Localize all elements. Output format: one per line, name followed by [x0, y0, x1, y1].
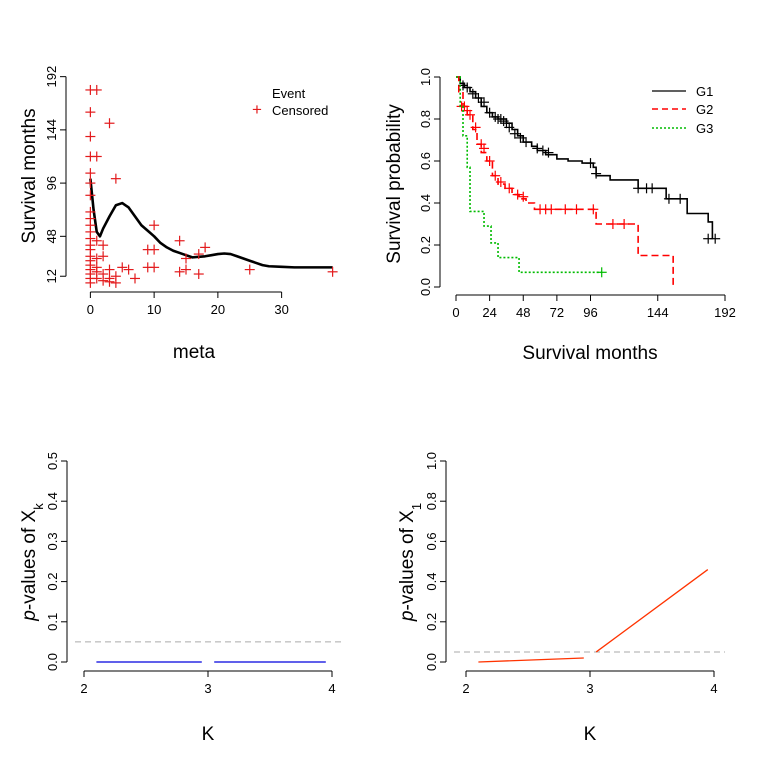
panel-d-pvalues-x1: 2 3 4 0.0 0.2 0.4 0.6 0.8 1.0 K p-values of X1: [397, 452, 725, 745]
x-tick-label: 24: [482, 305, 496, 320]
legend-entry-censored: Censored: [272, 103, 328, 118]
panel-c-pvalues-xk: 2 3 4 0.0 0.1 0.2 0.3 0.4 0.5 K p-values of Xk: [19, 452, 344, 745]
legend-entry-g2: G2: [696, 102, 713, 117]
legend-censored-marker: +: [252, 100, 262, 119]
y-tick-label: 1.0: [424, 452, 439, 470]
panel-a-scatter: 0 10 20 30 12 48 96 144 192 Event + Censored met…: [19, 66, 338, 363]
smooth-curve: [89, 178, 333, 269]
panel-d-ylabel-mid: -values of X: [397, 510, 418, 611]
x-tick-label: 0: [452, 305, 459, 320]
panel-b-ylabel: Survival probability: [384, 104, 405, 264]
x-tick-label: 96: [583, 305, 597, 320]
panel-b-legend: G1 G2 G3: [652, 84, 713, 136]
y-tick-label: 0.0: [424, 653, 439, 671]
x-tick-label: 3: [586, 681, 593, 696]
panel-c-axes: 2 3 4 0.0 0.1 0.2 0.3 0.4 0.5: [45, 452, 336, 696]
series-g2: [456, 76, 674, 287]
x-tick-label: 144: [647, 305, 669, 320]
x-tick-label: 2: [80, 681, 87, 696]
legend-entry-g1: G1: [696, 84, 713, 99]
y-tick-label: 0.0: [45, 653, 60, 671]
y-tick-label: 0.0: [418, 278, 433, 296]
pvalue-line: [478, 657, 584, 663]
panel-d-ylabel: p-values of X1: [397, 503, 424, 622]
x-tick-label: 10: [147, 302, 161, 317]
y-tick-label: 0.8: [418, 110, 433, 128]
x-tick-label: 3: [204, 681, 211, 696]
panel-c-ylabel: p-values of Xk: [19, 503, 46, 622]
panel-b-survival-curves: [456, 76, 721, 287]
panel-d-ylabel-prefix: p: [397, 610, 418, 622]
y-tick-label: 192: [44, 66, 59, 88]
x-tick-label: 48: [516, 305, 530, 320]
x-tick-label: 72: [550, 305, 564, 320]
panel-a-xlabel: meta: [173, 342, 216, 363]
y-tick-label: 0.6: [424, 532, 439, 550]
series-g1: [456, 76, 714, 239]
series-g3: [456, 76, 602, 274]
y-tick-label: 0.1: [45, 613, 60, 631]
panel-c-lines: [75, 641, 344, 663]
x-tick-label: 2: [462, 681, 469, 696]
x-tick-label: 4: [328, 681, 335, 696]
panel-a-axes: 0 10 20 30 12 48 96 144 192: [44, 66, 289, 317]
y-tick-label: 0.5: [45, 452, 60, 470]
y-tick-label: 0.4: [418, 194, 433, 212]
y-tick-label: 12: [44, 269, 59, 283]
panel-c-ylabel-mid: -values of X: [19, 509, 40, 610]
panel-b-xlabel: Survival months: [522, 343, 657, 364]
x-tick-label: 20: [211, 302, 225, 317]
y-tick-label: 0.2: [424, 613, 439, 631]
panel-d-ylabel-sub: 1: [409, 503, 424, 510]
y-tick-label: 48: [44, 229, 59, 243]
x-tick-label: 30: [274, 302, 288, 317]
panel-a-ylabel: Survival months: [19, 108, 40, 243]
panel-d-xlabel: K: [584, 724, 597, 745]
panel-a-legend: Event + Censored: [252, 86, 328, 119]
x-tick-label: 0: [87, 302, 94, 317]
panel-c-xlabel: K: [202, 724, 215, 745]
y-tick-label: 0.6: [418, 152, 433, 170]
y-tick-label: 0.4: [45, 492, 60, 510]
y-tick-label: 0.4: [424, 573, 439, 591]
y-tick-label: 0.3: [45, 532, 60, 550]
panel-c-ylabel-sub: k: [31, 503, 46, 510]
y-tick-label: 0.2: [418, 236, 433, 254]
panel-a-points: [85, 84, 338, 288]
panel-d-lines: [454, 569, 725, 663]
x-tick-label: 4: [710, 681, 717, 696]
panel-c-ylabel-prefix: p: [19, 610, 40, 622]
panel-b-kaplan-meier: 0 24 48 72 96 144 192 0.0 0.2 0.4 0.6 0.8 1.0 G1 G2 …: [384, 68, 736, 364]
y-tick-label: 96: [44, 176, 59, 190]
y-tick-label: 144: [44, 119, 59, 141]
y-tick-label: 0.2: [45, 573, 60, 591]
pvalue-line: [595, 569, 709, 653]
legend-entry-event: Event: [272, 86, 306, 101]
y-tick-label: 0.8: [424, 492, 439, 510]
y-tick-label: 1.0: [418, 68, 433, 86]
legend-entry-g3: G3: [696, 121, 713, 136]
panel-b-axes: 0 24 48 72 96 144 192 0.0 0.2 0.4 0.6 0.8 1.0: [418, 68, 736, 320]
panel-d-axes: 2 3 4 0.0 0.2 0.4 0.6 0.8 1.0: [424, 452, 718, 696]
x-tick-label: 192: [714, 305, 736, 320]
panel-a-smooth-curve: [89, 178, 333, 269]
